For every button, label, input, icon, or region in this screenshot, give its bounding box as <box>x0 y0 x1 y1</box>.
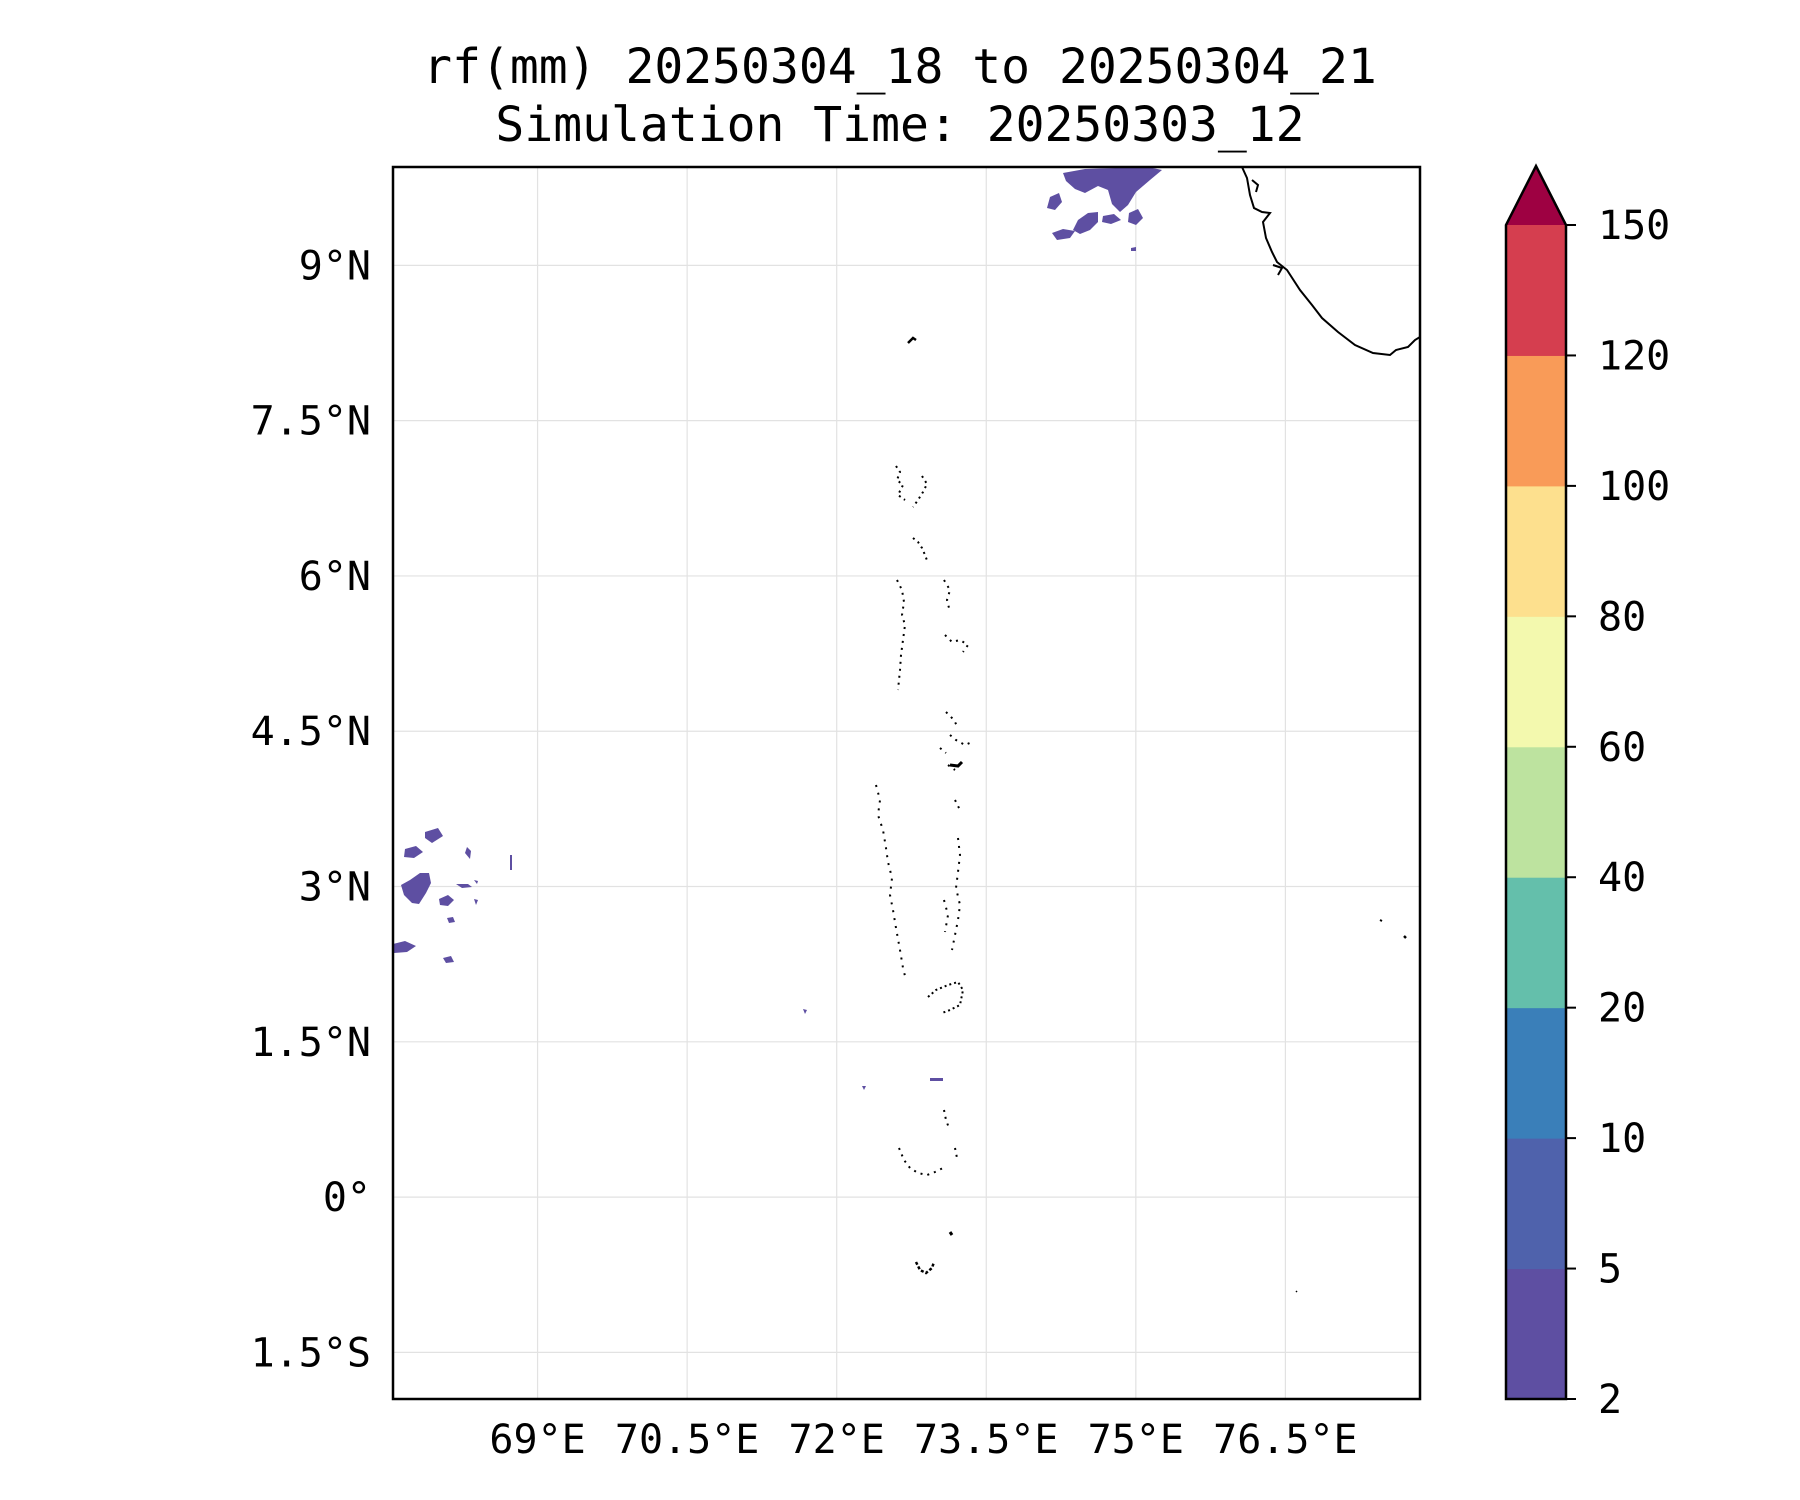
rain-patch-west-11 <box>443 956 454 963</box>
huvadhu-atoll <box>898 1109 958 1177</box>
colorbar-segment <box>1506 1268 1566 1400</box>
rain-patch-west-5 <box>456 884 472 888</box>
lat-tick-label: 3°N <box>299 865 371 911</box>
latitude-tick-labels: 9°N 7.5°N 6°N 4.5°N 3°N 1.5°N 0° 1.5°S <box>251 243 371 1376</box>
colorbar-segment <box>1506 225 1566 356</box>
island-north <box>907 336 917 344</box>
colorbar-segment <box>1506 355 1566 487</box>
lon-tick-label: 69°E <box>489 1417 585 1463</box>
island-chagos-1 <box>1379 919 1383 922</box>
rain-patch-central-3 <box>930 1078 943 1081</box>
coastline <box>875 167 1420 1293</box>
colorbar-tick-label: 150 <box>1598 203 1670 249</box>
rain-patch-west-9 <box>447 917 455 923</box>
colorbar-extend-triangle <box>1506 166 1566 225</box>
island-fuvahmulah <box>948 1231 954 1236</box>
rain-patch-central-2 <box>862 1086 866 1090</box>
lat-tick-label: 1.5°S <box>251 1330 371 1376</box>
lon-tick-label: 73.5°E <box>914 1417 1059 1463</box>
rain-patch-west-8 <box>474 899 478 905</box>
rain-patch-north-3 <box>1102 214 1121 224</box>
rain-patch-west-12 <box>510 855 512 870</box>
colorbar-tick-label: 40 <box>1598 855 1646 901</box>
maldives-west-chain <box>896 579 907 691</box>
rain-patch-west-2 <box>404 846 423 858</box>
colorbar-tick-label: 120 <box>1598 333 1670 379</box>
island-chagos-2 <box>1403 935 1407 939</box>
colorbar-segment <box>1506 746 1566 878</box>
colorbar-tick-label: 5 <box>1598 1247 1622 1293</box>
colorbar: 2 5 10 20 40 60 80 100 120 150 <box>1504 163 1670 1423</box>
rain-patch-west-4 <box>401 873 431 904</box>
colorbar-tick-label: 10 <box>1598 1116 1646 1162</box>
colorbar-tick-label: 80 <box>1598 594 1646 640</box>
rain-patch-west-7 <box>474 880 478 884</box>
lon-tick-label: 70.5°E <box>615 1417 760 1463</box>
rain-patch-north-4 <box>1128 209 1143 225</box>
island-far-south <box>1295 1290 1298 1293</box>
map-panel-background <box>393 167 1420 1399</box>
rain-patch-central-1 <box>803 1009 807 1014</box>
longitude-tick-labels: 69°E 70.5°E 72°E 73.5°E 75°E 76.5°E <box>489 1417 1357 1463</box>
colorbar-segment <box>1506 616 1566 748</box>
rain-patch-north-5 <box>1052 229 1075 240</box>
maldives-north-atolls <box>895 465 929 564</box>
map-frame <box>391 165 1422 1401</box>
lon-tick-label: 72°E <box>789 1417 885 1463</box>
colorbar-tick-label: 20 <box>1598 986 1646 1032</box>
title-line-2: Simulation Time: 20250303_12 <box>495 97 1305 153</box>
lat-tick-label: 7.5°N <box>251 399 371 445</box>
coast-detail-2 <box>1272 264 1284 276</box>
lat-tick-label: 6°N <box>299 554 371 600</box>
lat-tick-label: 4.5°N <box>251 709 371 755</box>
colorbar-segment <box>1506 1007 1566 1139</box>
male-island <box>949 760 964 768</box>
figure-title: rf(mm) 20250304_18 to 20250304_21 Simula… <box>0 38 1800 154</box>
colorbar-tick-label: 100 <box>1598 464 1670 510</box>
rain-patch-north-main <box>1063 167 1162 212</box>
coast-detail-1 <box>1251 179 1260 193</box>
map-gridlines <box>393 167 1420 1399</box>
rain-patch-west-6 <box>439 895 454 906</box>
rain-patch-north-2 <box>1073 212 1098 234</box>
colorbar-tick-label: 60 <box>1598 725 1646 771</box>
rain-patch-west-10 <box>393 941 416 953</box>
lon-tick-label: 75°E <box>1088 1417 1184 1463</box>
title-line-1: rf(mm) 20250304_18 to 20250304_21 <box>423 39 1377 95</box>
lat-tick-label: 9°N <box>299 243 371 289</box>
colorbar-segment <box>1506 485 1566 617</box>
lat-tick-label: 0° <box>323 1175 371 1221</box>
maldives-mid-west <box>875 784 907 981</box>
rain-patch-west-1 <box>425 828 443 843</box>
lon-tick-label: 76.5°E <box>1213 1417 1358 1463</box>
colorbar-segments <box>1506 225 1566 1400</box>
colorbar-tick-label: 2 <box>1598 1377 1622 1423</box>
india-coastline <box>1241 167 1420 357</box>
rain-patch-north-1 <box>1047 193 1062 210</box>
colorbar-segment <box>1506 1138 1566 1270</box>
lat-tick-label: 1.5°N <box>251 1020 371 1066</box>
colorbar-ticks: 2 5 10 20 40 60 80 100 120 150 <box>1566 203 1670 1423</box>
rain-patch-west-3 <box>465 847 471 859</box>
colorbar-outline <box>1504 163 1568 1401</box>
maldives-east-chain <box>943 579 970 653</box>
addu-atoll <box>914 1261 936 1275</box>
colorbar-segment <box>1506 877 1566 1009</box>
rain-patch-north-6 <box>1131 247 1136 251</box>
rainfall-areas <box>393 167 1162 1090</box>
